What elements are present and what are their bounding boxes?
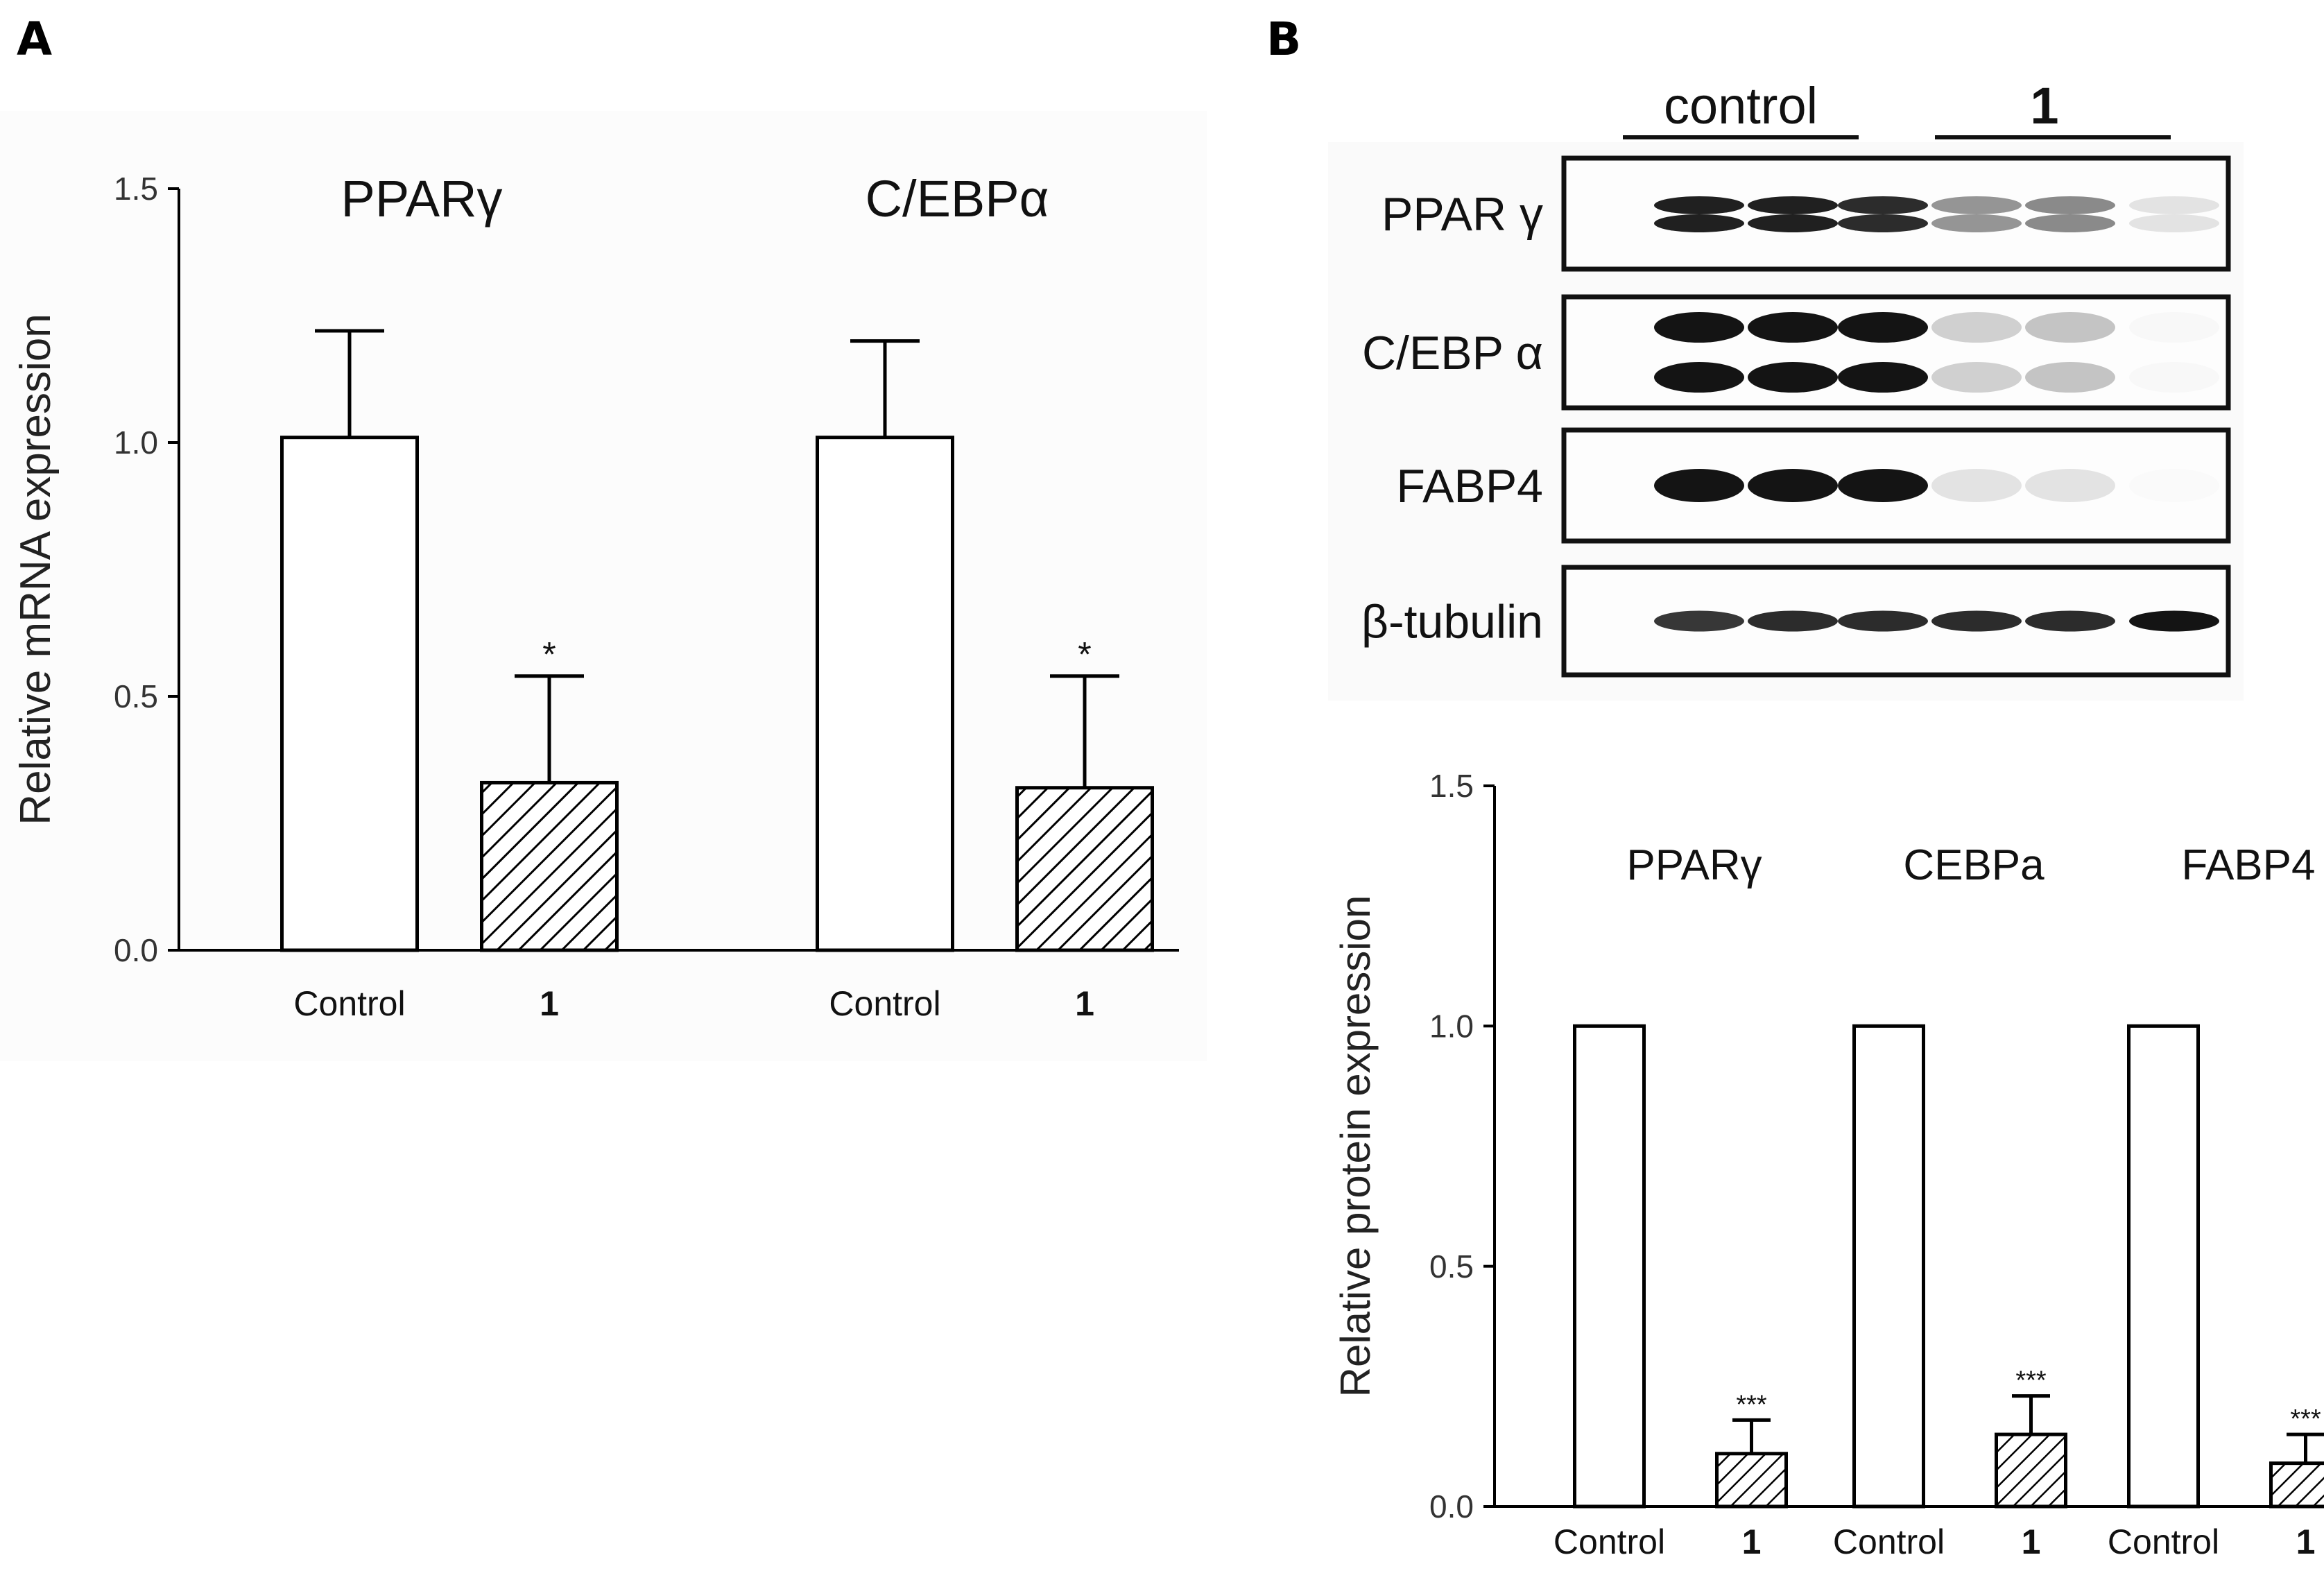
chart-b-category-label: 1: [2022, 1522, 2041, 1561]
blot-row-label: C/EBP α: [1362, 327, 1543, 379]
chart-a-category-label: Control: [829, 984, 940, 1023]
chart-b-significance-marker: ***: [2290, 1405, 2321, 1434]
blot-band: [1748, 214, 1838, 232]
chart-b-significance-marker: ***: [1736, 1390, 1767, 1419]
blot-band: [1838, 196, 1928, 214]
blot-band: [1748, 362, 1838, 393]
chart-b-category-label: Control: [1553, 1522, 1665, 1561]
blot-band: [1838, 214, 1928, 232]
blot-band: [1838, 610, 1928, 632]
chart-a-category-label: 1: [1075, 984, 1094, 1023]
chart-a-bar-treated: [480, 780, 619, 952]
chart-a-significance-marker: *: [1078, 635, 1091, 674]
chart-a-y-axis-label: Relative mRNA expression: [12, 314, 60, 825]
blot-band: [1748, 196, 1838, 214]
blot-band: [2129, 214, 2219, 232]
blot-band: [1838, 469, 1928, 502]
chart-b-y-tick-label: 1.5: [1429, 768, 1474, 804]
chart-a-bar-control: [816, 436, 954, 952]
blot-band: [2025, 312, 2115, 343]
blot-band: [1748, 469, 1838, 502]
blot-band: [1654, 312, 1744, 343]
blot-band: [2025, 469, 2115, 502]
western-blot: control 1 PPAR γ C/EBP α FABP4 β-tubulin: [1361, 77, 2231, 678]
blot-row-label: FABP4: [1396, 460, 1543, 513]
blot-band: [1838, 312, 1928, 343]
blot-row-label: β-tubulin: [1361, 596, 1543, 649]
panel-a-letter: A: [17, 12, 53, 66]
blot-band: [1931, 610, 2022, 632]
chart-b-bar-treated: [2269, 1461, 2324, 1509]
chart-b-bar-treated: [1715, 1452, 1788, 1509]
blot-band: [1931, 214, 2022, 232]
blot-band: [1748, 610, 1838, 632]
chart-b-bar-control: [1852, 1024, 1925, 1509]
blot-row-label: PPAR γ: [1382, 188, 1543, 241]
chart-b-group-title: CEBPa: [1903, 841, 2045, 889]
blot-band: [1838, 362, 1928, 393]
chart-b-category-label: 1: [2296, 1522, 2316, 1561]
chart-b-category-label: 1: [1742, 1522, 1762, 1561]
blot-band: [1654, 214, 1744, 232]
blot-band: [2129, 312, 2219, 343]
blot-band: [1931, 312, 2022, 343]
chart-b-y-tick-label: 0.5: [1429, 1248, 1474, 1285]
chart-a-y-tick-label: 1.0: [114, 424, 158, 461]
chart-a-group-title: PPARγ: [341, 170, 502, 227]
blot-band: [2025, 610, 2115, 632]
blot-band: [2129, 196, 2219, 214]
panel-b-letter: B: [1266, 12, 1302, 66]
chart-a-y-tick-label: 1.5: [114, 171, 158, 207]
blot-band: [1931, 196, 2022, 214]
chart-b-y-tick-label: 1.0: [1429, 1008, 1474, 1044]
chart-b-category-label: Control: [2108, 1522, 2219, 1561]
chart-a-group-title: C/EBPα: [866, 170, 1049, 227]
blot-band: [1654, 362, 1744, 393]
chart-a-category-label: 1: [540, 984, 559, 1023]
blot-band: [1931, 469, 2022, 502]
chart-b-significance-marker: ***: [2015, 1366, 2047, 1396]
blot-band: [1748, 312, 1838, 343]
blot-band: [1654, 469, 1744, 502]
blot-band: [1654, 196, 1744, 214]
blot-band: [2129, 610, 2219, 632]
chart-a-significance-marker: *: [542, 635, 556, 674]
chart-b-group-title: FABP4: [2182, 841, 2316, 889]
blot-band: [1931, 362, 2022, 393]
blot-band: [2129, 362, 2219, 393]
blot-band: [2025, 196, 2115, 214]
blot-group-label-control: control: [1664, 77, 1818, 135]
protein-expression-chart: 0.0 0.5 1.0 1.5 Relative protein expression P…: [1332, 768, 2324, 1561]
chart-a-bar-control: [280, 436, 419, 952]
blot-band: [2025, 362, 2115, 393]
chart-b-category-label: Control: [1833, 1522, 1945, 1561]
chart-a-y-tick-label: 0.0: [114, 932, 158, 968]
blot-band: [1654, 610, 1744, 632]
chart-b-y-axis-label: Relative protein expression: [1332, 895, 1379, 1398]
chart-b-group-title: PPARγ: [1626, 841, 1762, 889]
chart-b-y-tick-label: 0.0: [1429, 1488, 1474, 1525]
chart-b-bar-treated: [1995, 1432, 2067, 1509]
chart-a-bar-treated: [1015, 786, 1154, 952]
blot-band: [2129, 469, 2219, 502]
blot-group-label-treated: 1: [2030, 77, 2058, 135]
chart-b-bar-control: [2127, 1024, 2200, 1509]
chart-a-y-tick-label: 0.5: [114, 678, 158, 714]
chart-b-bar-control: [1573, 1024, 1646, 1509]
mrna-expression-chart: 0.0 0.5 1.0 1.5 Relative mRNA expression PPAR…: [12, 170, 1179, 1023]
chart-a-category-label: Control: [293, 984, 405, 1023]
blot-band: [2025, 214, 2115, 232]
